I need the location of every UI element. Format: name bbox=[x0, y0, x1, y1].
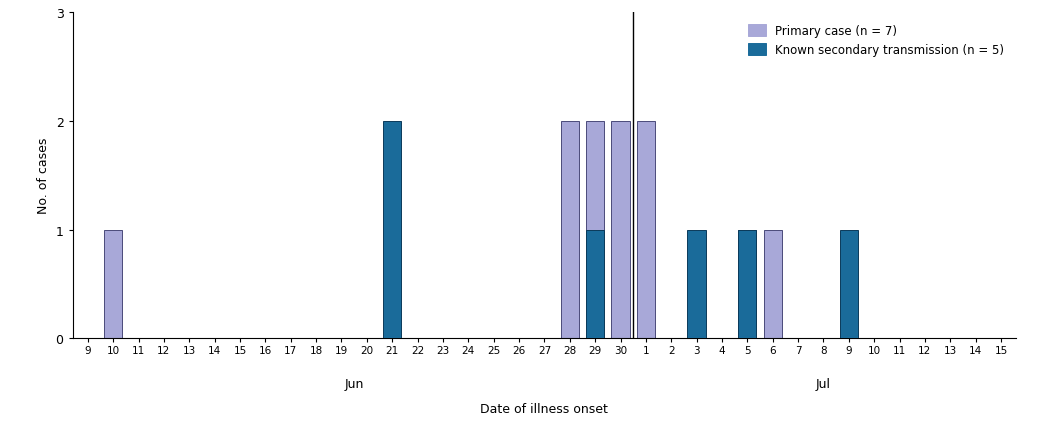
Y-axis label: No. of cases: No. of cases bbox=[37, 138, 50, 214]
Bar bbox=[738, 230, 757, 339]
Bar bbox=[763, 230, 782, 339]
Text: Date of illness onset: Date of illness onset bbox=[480, 402, 609, 415]
Bar bbox=[561, 122, 579, 339]
Bar bbox=[104, 230, 122, 339]
Bar bbox=[586, 230, 605, 339]
Bar bbox=[688, 230, 706, 339]
Legend: Primary case (n = 7), Known secondary transmission (n = 5): Primary case (n = 7), Known secondary tr… bbox=[742, 19, 1010, 62]
Text: Jun: Jun bbox=[344, 377, 364, 390]
Bar bbox=[383, 122, 401, 339]
Text: Jul: Jul bbox=[816, 377, 831, 390]
Bar bbox=[612, 122, 629, 339]
Bar bbox=[586, 122, 605, 339]
Bar bbox=[840, 230, 858, 339]
Bar bbox=[637, 122, 655, 339]
Bar bbox=[738, 230, 757, 339]
